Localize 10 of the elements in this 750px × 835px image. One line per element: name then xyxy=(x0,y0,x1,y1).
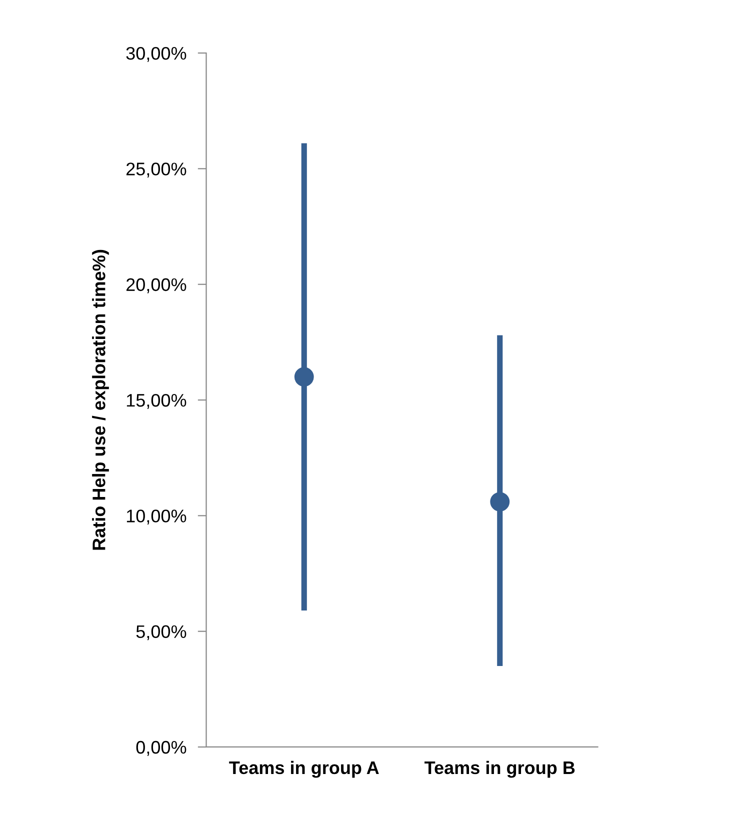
x-tick-label: Teams in group B xyxy=(424,760,575,778)
y-axis-title: Ratio Help use / exploration time%) xyxy=(92,250,109,550)
y-tick-label: 5,00% xyxy=(136,625,186,640)
y-tick-label: 20,00% xyxy=(126,278,186,294)
y-tick-label: 0,00% xyxy=(136,740,186,756)
y-tick-label: 10,00% xyxy=(126,510,186,525)
x-tick-label: Teams in group A xyxy=(229,760,379,778)
y-tick-label: 30,00% xyxy=(126,46,186,62)
y-tick-label: 25,00% xyxy=(126,162,186,178)
y-tick-label: 15,00% xyxy=(126,394,186,409)
